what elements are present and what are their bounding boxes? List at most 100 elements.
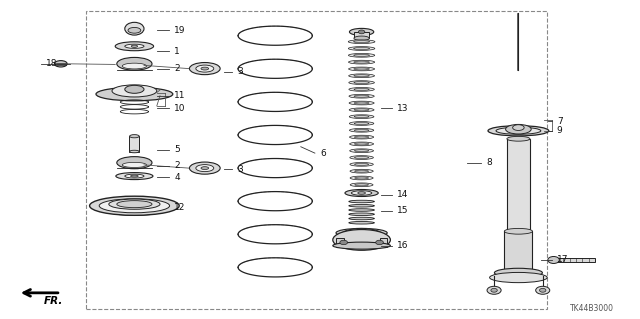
Ellipse shape <box>349 129 374 132</box>
Ellipse shape <box>125 85 144 93</box>
Ellipse shape <box>355 143 369 145</box>
Ellipse shape <box>349 149 374 152</box>
Ellipse shape <box>336 228 387 237</box>
Ellipse shape <box>349 28 374 35</box>
Ellipse shape <box>351 191 372 195</box>
Ellipse shape <box>96 87 173 101</box>
Text: 13: 13 <box>397 104 408 113</box>
Ellipse shape <box>358 30 365 34</box>
Ellipse shape <box>131 175 138 177</box>
Ellipse shape <box>333 242 390 249</box>
Ellipse shape <box>349 115 374 119</box>
Ellipse shape <box>90 196 179 215</box>
Ellipse shape <box>348 54 375 57</box>
Ellipse shape <box>354 109 369 111</box>
Ellipse shape <box>540 288 546 292</box>
Text: 9: 9 <box>557 126 563 135</box>
Ellipse shape <box>333 230 390 250</box>
Ellipse shape <box>349 200 374 203</box>
Bar <box>129 136 139 152</box>
Text: 3: 3 <box>237 165 243 174</box>
Ellipse shape <box>349 142 374 146</box>
Ellipse shape <box>350 162 373 166</box>
Ellipse shape <box>349 213 374 216</box>
Ellipse shape <box>201 167 209 170</box>
Ellipse shape <box>488 126 549 136</box>
Bar <box>504 231 532 274</box>
Bar <box>507 139 530 233</box>
Ellipse shape <box>355 163 369 165</box>
Ellipse shape <box>496 127 541 134</box>
Text: 4: 4 <box>174 173 180 182</box>
Ellipse shape <box>354 95 369 97</box>
Ellipse shape <box>355 177 369 179</box>
Ellipse shape <box>349 108 374 112</box>
Text: 8: 8 <box>486 158 492 167</box>
Ellipse shape <box>349 221 374 224</box>
Ellipse shape <box>354 48 369 49</box>
Ellipse shape <box>355 122 369 124</box>
Bar <box>336 238 344 247</box>
Ellipse shape <box>349 135 374 139</box>
Text: 14: 14 <box>397 190 408 199</box>
Ellipse shape <box>128 27 141 33</box>
Ellipse shape <box>349 81 374 85</box>
Ellipse shape <box>349 74 374 78</box>
Ellipse shape <box>131 45 138 47</box>
Ellipse shape <box>196 65 214 72</box>
Ellipse shape <box>350 183 373 187</box>
Ellipse shape <box>349 94 374 98</box>
Bar <box>354 32 369 38</box>
Bar <box>557 258 595 262</box>
Ellipse shape <box>115 42 154 51</box>
Ellipse shape <box>349 204 374 207</box>
Text: 17: 17 <box>557 256 568 264</box>
Ellipse shape <box>536 286 550 294</box>
Ellipse shape <box>340 240 348 245</box>
Ellipse shape <box>117 157 152 169</box>
Text: 1: 1 <box>174 47 180 56</box>
Ellipse shape <box>354 54 369 56</box>
Ellipse shape <box>506 124 531 134</box>
Text: 7: 7 <box>557 117 563 126</box>
Ellipse shape <box>54 61 67 67</box>
Ellipse shape <box>490 272 547 283</box>
Ellipse shape <box>355 150 369 152</box>
Ellipse shape <box>117 201 152 208</box>
Ellipse shape <box>548 256 559 263</box>
Ellipse shape <box>189 63 220 75</box>
Ellipse shape <box>349 122 374 125</box>
Ellipse shape <box>495 268 543 277</box>
Ellipse shape <box>355 157 369 159</box>
Text: 16: 16 <box>397 241 408 250</box>
Ellipse shape <box>507 230 530 235</box>
Ellipse shape <box>355 129 369 131</box>
Ellipse shape <box>358 192 365 194</box>
Ellipse shape <box>354 75 369 77</box>
Ellipse shape <box>117 57 152 70</box>
Ellipse shape <box>349 217 374 220</box>
Ellipse shape <box>348 47 375 50</box>
Ellipse shape <box>116 173 153 180</box>
Ellipse shape <box>125 44 144 48</box>
Ellipse shape <box>348 40 375 44</box>
Text: 12: 12 <box>174 203 186 212</box>
Ellipse shape <box>354 82 369 84</box>
Ellipse shape <box>350 176 373 180</box>
Text: 15: 15 <box>397 206 408 215</box>
Text: 6: 6 <box>320 149 326 158</box>
Ellipse shape <box>353 41 370 43</box>
Text: TK44B3000: TK44B3000 <box>570 304 614 313</box>
Ellipse shape <box>355 136 369 138</box>
Ellipse shape <box>340 228 383 244</box>
Ellipse shape <box>354 102 369 104</box>
Ellipse shape <box>349 209 374 211</box>
Text: 5: 5 <box>174 145 180 154</box>
Ellipse shape <box>354 61 369 63</box>
Text: 19: 19 <box>174 26 186 35</box>
Text: FR.: FR. <box>44 296 63 306</box>
Ellipse shape <box>122 162 147 167</box>
Ellipse shape <box>507 137 530 141</box>
Ellipse shape <box>491 288 497 292</box>
Ellipse shape <box>196 165 214 172</box>
